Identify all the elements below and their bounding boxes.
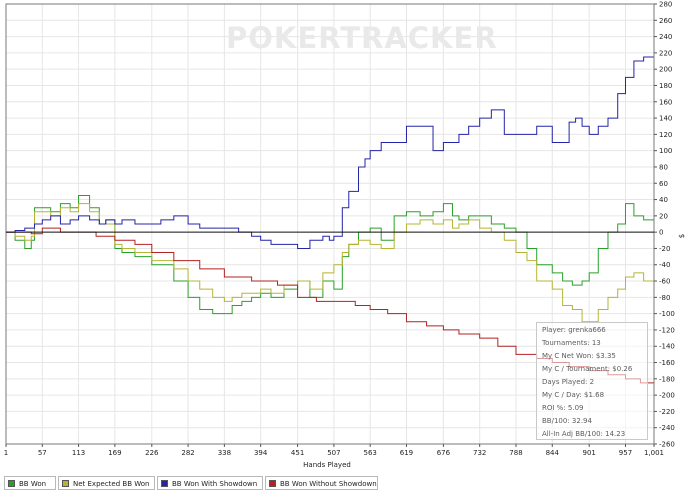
stat-per-day: My C / Day: $1.68: [542, 391, 605, 399]
x-tick-label: 563: [363, 449, 376, 457]
series-line-net-expected-bb-won: [6, 203, 655, 323]
y-tick-label: 20: [659, 212, 668, 220]
x-tick-label: 1,001: [644, 449, 664, 457]
y-tick-label: 280: [659, 1, 672, 9]
y-tick-label: -260: [659, 441, 675, 449]
y-tick-label: 180: [659, 82, 672, 90]
x-tick-label: 1: [4, 449, 8, 457]
legend-swatch-bb-won-without-showdown: [269, 480, 276, 487]
y-axis-title: $: [678, 234, 686, 238]
stat-bb-per-100: BB/100: 32.94: [542, 417, 592, 425]
legend-item-bb-won[interactable]: BB Won: [4, 476, 56, 490]
y-tick-label: 220: [659, 49, 672, 57]
x-tick-label: 676: [437, 449, 451, 457]
stat-tournaments: Tournaments: 13: [542, 339, 601, 347]
y-tick-label: -180: [659, 375, 675, 383]
y-tick-label: -100: [659, 310, 675, 318]
legend-label-net-expected-bb-won: Net Expected BB Won: [73, 480, 150, 488]
legend-swatch-bb-won-with-showdown: [161, 480, 168, 487]
x-tick-label: 226: [145, 449, 159, 457]
y-tick-label: 260: [659, 17, 672, 25]
legend-item-net-expected-bb-won[interactable]: Net Expected BB Won: [58, 476, 155, 490]
y-tick-label: -160: [659, 359, 675, 367]
legend-item-bb-won-without-showdown[interactable]: BB Won Without Showdown: [265, 476, 378, 490]
y-tick-label: -80: [659, 294, 670, 302]
stat-per-tournament: My C / Tournament: $0.26: [542, 365, 633, 373]
x-tick-label: 57: [38, 449, 47, 457]
y-tick-label: 80: [659, 163, 668, 171]
x-tick-label: 788: [509, 449, 522, 457]
series-line-bb-won: [6, 194, 655, 315]
y-tick-label: 200: [659, 66, 672, 74]
watermark: POKERTRACKER: [226, 21, 498, 55]
legend-swatch-bb-won: [8, 480, 15, 487]
x-tick-label: 844: [546, 449, 560, 457]
x-tick-label: 957: [619, 449, 632, 457]
stat-player: Player: grenka666: [542, 326, 606, 334]
x-tick-label: 282: [181, 449, 194, 457]
y-tick-label: -240: [659, 424, 675, 432]
y-tick-label: -60: [659, 278, 670, 286]
stat-net-won: My C Net Won: $3.35: [542, 352, 616, 360]
legend-label-bb-won: BB Won: [19, 480, 47, 488]
y-tick-label: -120: [659, 326, 675, 334]
y-tick-label: 40: [659, 196, 668, 204]
y-tick-label: -220: [659, 408, 675, 416]
x-axis-title: Hands Played: [303, 461, 351, 469]
y-tick-label: 160: [659, 98, 672, 106]
stat-roi: ROI %: 5.09: [542, 404, 584, 412]
y-tick-label: 0: [659, 229, 663, 237]
y-tick-label: -20: [659, 245, 670, 253]
y-tick-label: 140: [659, 115, 672, 123]
y-tick-label: 60: [659, 180, 668, 188]
legend-label-bb-won-with-showdown: BB Won With Showdown: [172, 480, 258, 488]
x-tick-label: 619: [400, 449, 413, 457]
x-tick-label: 394: [254, 449, 268, 457]
y-tick-label: -200: [659, 392, 675, 400]
x-tick-label: 732: [473, 449, 486, 457]
x-tick-label: 507: [327, 449, 340, 457]
x-tick-label: 113: [72, 449, 85, 457]
series-line-bb-won-with-showdown: [6, 56, 655, 249]
y-tick-label: -40: [659, 261, 670, 269]
x-tick-label: 338: [218, 449, 231, 457]
x-tick-label: 451: [291, 449, 304, 457]
y-axis: 280260240220200180160140120100806040200-…: [654, 1, 675, 449]
y-tick-label: 240: [659, 33, 672, 41]
x-tick-label: 901: [583, 449, 596, 457]
stat-days-played: Days Played: 2: [542, 378, 595, 386]
legend-item-bb-won-with-showdown[interactable]: BB Won With Showdown: [157, 476, 263, 490]
stat-allin-adj-bb-per-100: All-In Adj BB/100: 14.23: [542, 430, 626, 438]
x-tick-label: 169: [108, 449, 121, 457]
y-tick-label: 100: [659, 147, 672, 155]
y-tick-label: 120: [659, 131, 672, 139]
legend-swatch-net-expected-bb-won: [62, 480, 69, 487]
chart-legend: BB Won Net Expected BB Won BB Won With S…: [0, 476, 700, 492]
plot-frame: [5, 3, 655, 445]
y-tick-label: -140: [659, 343, 675, 351]
player-stats-box: Player: grenka666 Tournaments: 13 My C N…: [536, 322, 648, 440]
legend-label-bb-won-without-showdown: BB Won Without Showdown: [280, 480, 377, 488]
x-axis: 1 57 113 169 226 282 338 394 451 507 563 619 676 732 7…: [4, 444, 664, 457]
